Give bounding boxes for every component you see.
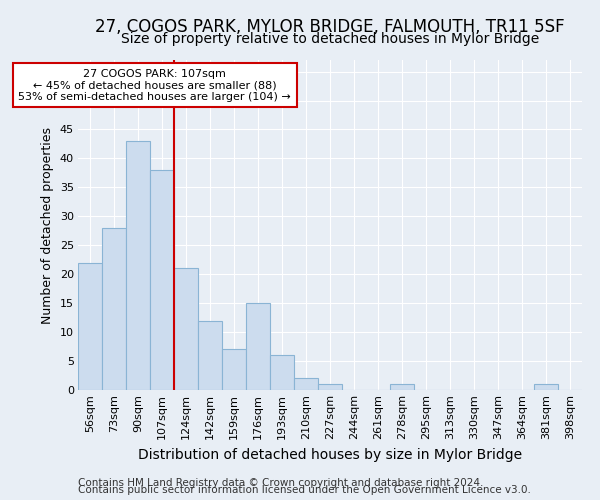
Text: Size of property relative to detached houses in Mylor Bridge: Size of property relative to detached ho…	[121, 32, 539, 46]
Text: Contains public sector information licensed under the Open Government Licence v3: Contains public sector information licen…	[78, 485, 531, 495]
Bar	[198, 320, 222, 390]
Bar	[294, 378, 318, 390]
Bar	[78, 262, 102, 390]
Bar	[318, 384, 342, 390]
Y-axis label: Number of detached properties: Number of detached properties	[41, 126, 54, 324]
Text: 27, COGOS PARK, MYLOR BRIDGE, FALMOUTH, TR11 5SF: 27, COGOS PARK, MYLOR BRIDGE, FALMOUTH, …	[95, 18, 565, 36]
Bar	[222, 350, 246, 390]
Bar	[246, 303, 270, 390]
Text: 27 COGOS PARK: 107sqm
← 45% of detached houses are smaller (88)
53% of semi-deta: 27 COGOS PARK: 107sqm ← 45% of detached …	[19, 68, 291, 102]
Bar	[270, 356, 294, 390]
Bar	[150, 170, 174, 390]
Bar	[390, 384, 414, 390]
Bar	[102, 228, 126, 390]
Bar	[174, 268, 198, 390]
Text: Contains HM Land Registry data © Crown copyright and database right 2024.: Contains HM Land Registry data © Crown c…	[78, 478, 484, 488]
Bar	[126, 141, 150, 390]
Bar	[534, 384, 558, 390]
X-axis label: Distribution of detached houses by size in Mylor Bridge: Distribution of detached houses by size …	[138, 448, 522, 462]
